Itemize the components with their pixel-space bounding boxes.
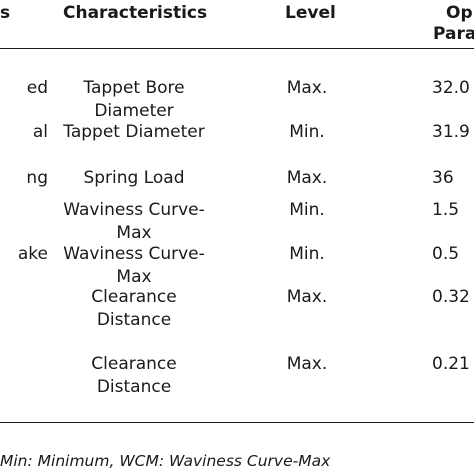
row-5-first: ake (17, 244, 48, 264)
header-parameter-line1: Op (446, 3, 473, 23)
row-5-characteristic-line1: Waviness Curve- (63, 244, 205, 264)
row-4-characteristic-line1: Waviness Curve- (63, 200, 205, 220)
row-7-characteristic-line2: Distance (96, 377, 172, 397)
row-2-characteristic-line1: Tappet Diameter (63, 122, 205, 142)
row-2-level: Min. (289, 122, 325, 142)
header-parameter-line2: Para (433, 24, 474, 44)
row-5-characteristic-line2: Max (116, 267, 152, 287)
row-7-characteristic-line1: Clearance (91, 354, 177, 374)
row-1-parameter: 32.0 (432, 78, 470, 98)
row-2-parameter: 31.9 (432, 122, 470, 142)
row-6-level: Max. (286, 287, 328, 307)
row-3-first: ng (26, 168, 48, 188)
header-characteristics: Characteristics (63, 3, 208, 23)
table-footnote: Min: Minimum, WCM: Waviness Curve-Max (0, 452, 331, 470)
row-3-parameter: 36 (432, 168, 454, 188)
row-4-characteristic-line2: Max (116, 223, 152, 243)
row-4-level: Min. (289, 200, 325, 220)
row-1-characteristic-line1: Tappet Bore (83, 78, 185, 98)
row-5-parameter: 0.5 (432, 244, 460, 264)
header-level: Level (285, 3, 336, 23)
row-3-level: Max. (286, 168, 328, 188)
header-rule (0, 48, 474, 49)
bottom-rule (0, 422, 474, 423)
row-1-first: ed (26, 78, 48, 98)
row-1-characteristic-line2: Diameter (94, 101, 174, 121)
row-5-level: Min. (289, 244, 325, 264)
header-first-column: s (0, 3, 11, 23)
row-7-level: Max. (286, 354, 328, 374)
row-6-characteristic-line2: Distance (96, 310, 172, 330)
row-3-characteristic-line1: Spring Load (83, 168, 185, 188)
row-7-parameter: 0.21 (432, 354, 470, 374)
row-6-parameter: 0.32 (432, 287, 470, 307)
row-6-characteristic-line1: Clearance (91, 287, 177, 307)
row-4-parameter: 1.5 (432, 200, 460, 220)
row-2-first: al (32, 122, 48, 142)
row-1-level: Max. (286, 78, 328, 98)
